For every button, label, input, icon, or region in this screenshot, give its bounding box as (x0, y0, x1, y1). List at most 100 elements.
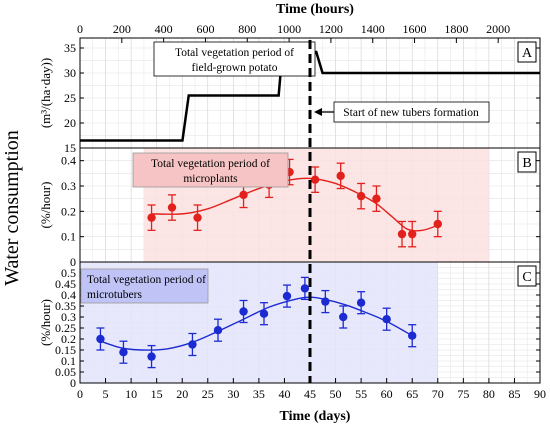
data-point (356, 191, 366, 201)
x-tick-label: 20 (176, 387, 188, 401)
period-label-B-line: Total vegetation period of (151, 158, 270, 170)
x-tick-label: 5 (103, 387, 109, 401)
annotation-label: Start of new tubers formation (343, 107, 479, 119)
y-tick-label: 25 (64, 91, 76, 105)
x-tick-label: 70 (432, 387, 444, 401)
data-point (339, 312, 348, 322)
y-tick-label: 0.25 (55, 321, 76, 335)
data-point (96, 334, 105, 344)
y-tick-label: 0.1 (61, 354, 76, 368)
top-tick-label: 1000 (277, 22, 301, 36)
data-point (408, 331, 417, 340)
x-tick-label: 10 (125, 387, 137, 401)
y-tick-label: 0.2 (61, 204, 76, 218)
x-tick-label: 75 (457, 387, 469, 401)
period-label-B-line: microplants (183, 173, 238, 185)
top-tick-label: 400 (155, 22, 173, 36)
data-point (193, 213, 202, 222)
top-tick-label: 1800 (444, 22, 468, 36)
panel-B-ylabel: (%/hour) (38, 182, 53, 229)
top-tick-label: 800 (238, 22, 256, 36)
y-tick-label: 0 (70, 255, 76, 269)
bottom-axis-title: Time (days) (280, 409, 351, 424)
top-axis-title: Time (hours) (276, 2, 354, 17)
period-label-A-line: Total vegetation period of (175, 47, 294, 59)
data-point (147, 213, 156, 222)
data-point (167, 203, 177, 212)
annotation-box (333, 101, 490, 123)
panel-B-id-box (517, 151, 537, 173)
x-tick-label: 45 (304, 387, 316, 401)
y-tick-label: 0.4 (61, 154, 76, 168)
period-label-box-C (80, 268, 209, 304)
data-point (239, 190, 248, 200)
y-tick-label: 20 (64, 116, 76, 130)
period-label-A-line: field-grown potato (192, 62, 278, 74)
data-point (397, 229, 407, 239)
y-tick-label: 0.5 (61, 266, 76, 280)
x-tick-label: 65 (406, 387, 418, 401)
y-tick-label: 0 (70, 376, 76, 390)
x-tick-label: 80 (483, 387, 495, 401)
top-tick-label: 200 (113, 22, 131, 36)
top-tick-label: 600 (196, 22, 214, 36)
x-tick-label: 50 (330, 387, 342, 401)
panel-C-id: C (522, 270, 531, 285)
top-tick-label: 1600 (403, 22, 427, 36)
y-tick-label: 30 (64, 66, 76, 80)
data-point (300, 284, 310, 293)
x-tick-label: 40 (278, 387, 290, 401)
panel-B-id: B (522, 156, 531, 171)
data-point (213, 326, 223, 335)
period-label-C-line: Total vegetation period of (87, 274, 206, 286)
y-tick-label: 0.45 (55, 277, 76, 291)
data-point (310, 175, 320, 184)
y-tick-label: 0.3 (61, 179, 76, 193)
panel-C-id-box (517, 265, 537, 287)
annotation-arrow-head (314, 108, 322, 116)
panel-A-id: A (522, 46, 533, 61)
period-label-box-B (132, 152, 289, 188)
data-point (147, 352, 156, 361)
top-tick-label: 1200 (319, 22, 343, 36)
data-point (372, 194, 381, 203)
data-point (321, 297, 330, 306)
period-label-box-A (153, 41, 316, 77)
top-tick-label: 1400 (361, 22, 385, 36)
x-tick-label: 60 (381, 387, 393, 401)
data-point (356, 298, 366, 307)
x-tick-label: 85 (508, 387, 520, 401)
y-tick-label: 15 (64, 141, 76, 155)
y-tick-label: 35 (64, 41, 76, 55)
overall-y-label: Water consumption (1, 130, 23, 286)
x-tick-label: 35 (253, 387, 265, 401)
x-tick-label: 55 (355, 387, 367, 401)
panel-A-ylabel: (m³/(ha·day)) (38, 58, 53, 128)
y-tick-label: 0.35 (55, 299, 76, 313)
data-point (259, 309, 269, 318)
panel-C-ylabel: (%/hour) (38, 299, 53, 346)
panel-A-id-box (517, 41, 537, 63)
x-tick-label: 30 (227, 387, 239, 401)
top-tick-label: 2000 (486, 22, 510, 36)
data-point (239, 307, 248, 316)
period-label-C-line: microtubers (87, 289, 142, 301)
data-point (433, 219, 442, 229)
x-tick-label: 90 (534, 387, 546, 401)
fit-curve-B (151, 177, 439, 232)
data-point (188, 340, 197, 349)
x-tick-label: 0 (77, 387, 83, 401)
x-tick-label: 25 (202, 387, 214, 401)
x-tick-label: 15 (151, 387, 163, 401)
y-tick-label: 0.1 (61, 230, 76, 244)
fit-curve-C (100, 296, 413, 351)
y-tick-label: 0.05 (55, 365, 76, 379)
data-point (408, 229, 417, 239)
top-tick-label: 0 (77, 22, 83, 36)
y-tick-label: 0.4 (61, 288, 76, 302)
y-tick-label: 0.3 (61, 310, 76, 324)
y-tick-label: 0.2 (61, 332, 76, 346)
data-point (336, 171, 345, 181)
data-point (282, 291, 292, 301)
